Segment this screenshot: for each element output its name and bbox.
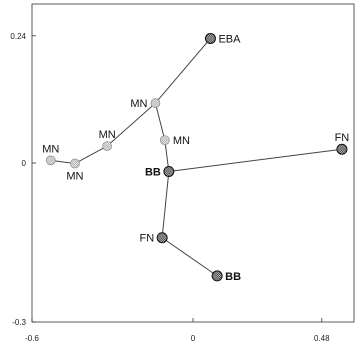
point-label-fn2: FN xyxy=(139,233,154,245)
edge-mn1-mn3 xyxy=(106,102,156,147)
x-tick-label-1: 0 xyxy=(191,334,196,343)
point-label-fn1: FN xyxy=(335,132,350,144)
points-layer xyxy=(45,32,348,282)
point-mn2 xyxy=(159,135,170,146)
point-label-mn1: MN xyxy=(130,98,147,110)
y-tick-label-1: 0 xyxy=(22,159,27,168)
edge-bb1-fn1 xyxy=(168,148,342,172)
edge-fn2-bb2 xyxy=(161,237,218,277)
y-tick-label-2: -0.3 xyxy=(12,318,26,327)
point-label-mn2: MN xyxy=(173,135,190,147)
point-mn1 xyxy=(150,98,161,108)
labels-layer: EBA MN MN MN MN MN BB FN FN BB xyxy=(42,33,349,282)
y-tick-label-0: 0.24 xyxy=(10,32,26,41)
point-bb1 xyxy=(163,165,175,177)
point-fn1 xyxy=(336,143,348,155)
point-label-bb1: BB xyxy=(145,166,161,178)
ticks-layer: -0.6 0 0.48 0.24 0 -0.3 xyxy=(10,32,330,343)
point-mn4 xyxy=(45,155,56,166)
point-mn3 xyxy=(102,141,112,151)
edges-layer xyxy=(50,38,342,277)
point-label-mn5: MN xyxy=(66,171,83,183)
edge-mn1-mn2 xyxy=(154,102,166,141)
point-mn5 xyxy=(70,158,80,169)
x-tick-label-2: 0.48 xyxy=(314,334,330,343)
plot-frame xyxy=(31,3,355,323)
edge-eba-mn1 xyxy=(155,38,211,104)
point-bb2 xyxy=(211,270,223,282)
point-label-bb2: BB xyxy=(225,271,241,283)
edge-bb1-fn2 xyxy=(161,171,170,238)
point-label-eba: EBA xyxy=(218,33,241,45)
point-label-mn4: MN xyxy=(42,143,59,155)
edge-mn3-mn5 xyxy=(74,145,108,164)
x-tick-label-0: -0.6 xyxy=(25,334,39,343)
point-eba xyxy=(204,32,216,44)
point-fn2 xyxy=(156,232,168,244)
point-label-mn3: MN xyxy=(99,129,116,141)
